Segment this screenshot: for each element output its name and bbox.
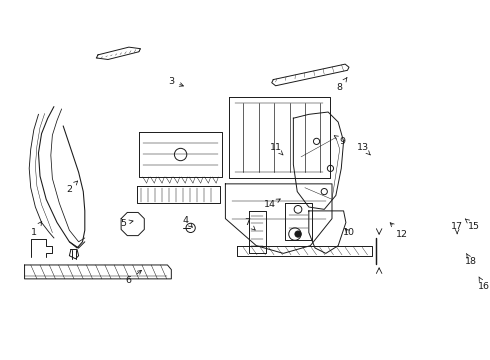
Text: 2: 2 <box>66 181 77 194</box>
Text: 10: 10 <box>343 228 355 237</box>
Text: 9: 9 <box>334 136 346 146</box>
Text: 7: 7 <box>244 218 255 230</box>
Text: 3: 3 <box>168 77 183 86</box>
Text: 5: 5 <box>121 219 133 228</box>
Text: 11: 11 <box>270 143 283 155</box>
Text: 16: 16 <box>478 277 490 291</box>
Text: 8: 8 <box>337 78 347 92</box>
Text: 12: 12 <box>390 223 408 239</box>
Text: 4: 4 <box>182 216 193 227</box>
Text: 6: 6 <box>126 270 142 285</box>
Text: 18: 18 <box>465 254 477 266</box>
Text: 13: 13 <box>357 143 370 155</box>
Text: 15: 15 <box>466 219 480 231</box>
Circle shape <box>295 231 301 237</box>
Text: 17: 17 <box>451 222 463 234</box>
Text: 14: 14 <box>264 199 280 209</box>
Text: 1: 1 <box>31 221 42 237</box>
